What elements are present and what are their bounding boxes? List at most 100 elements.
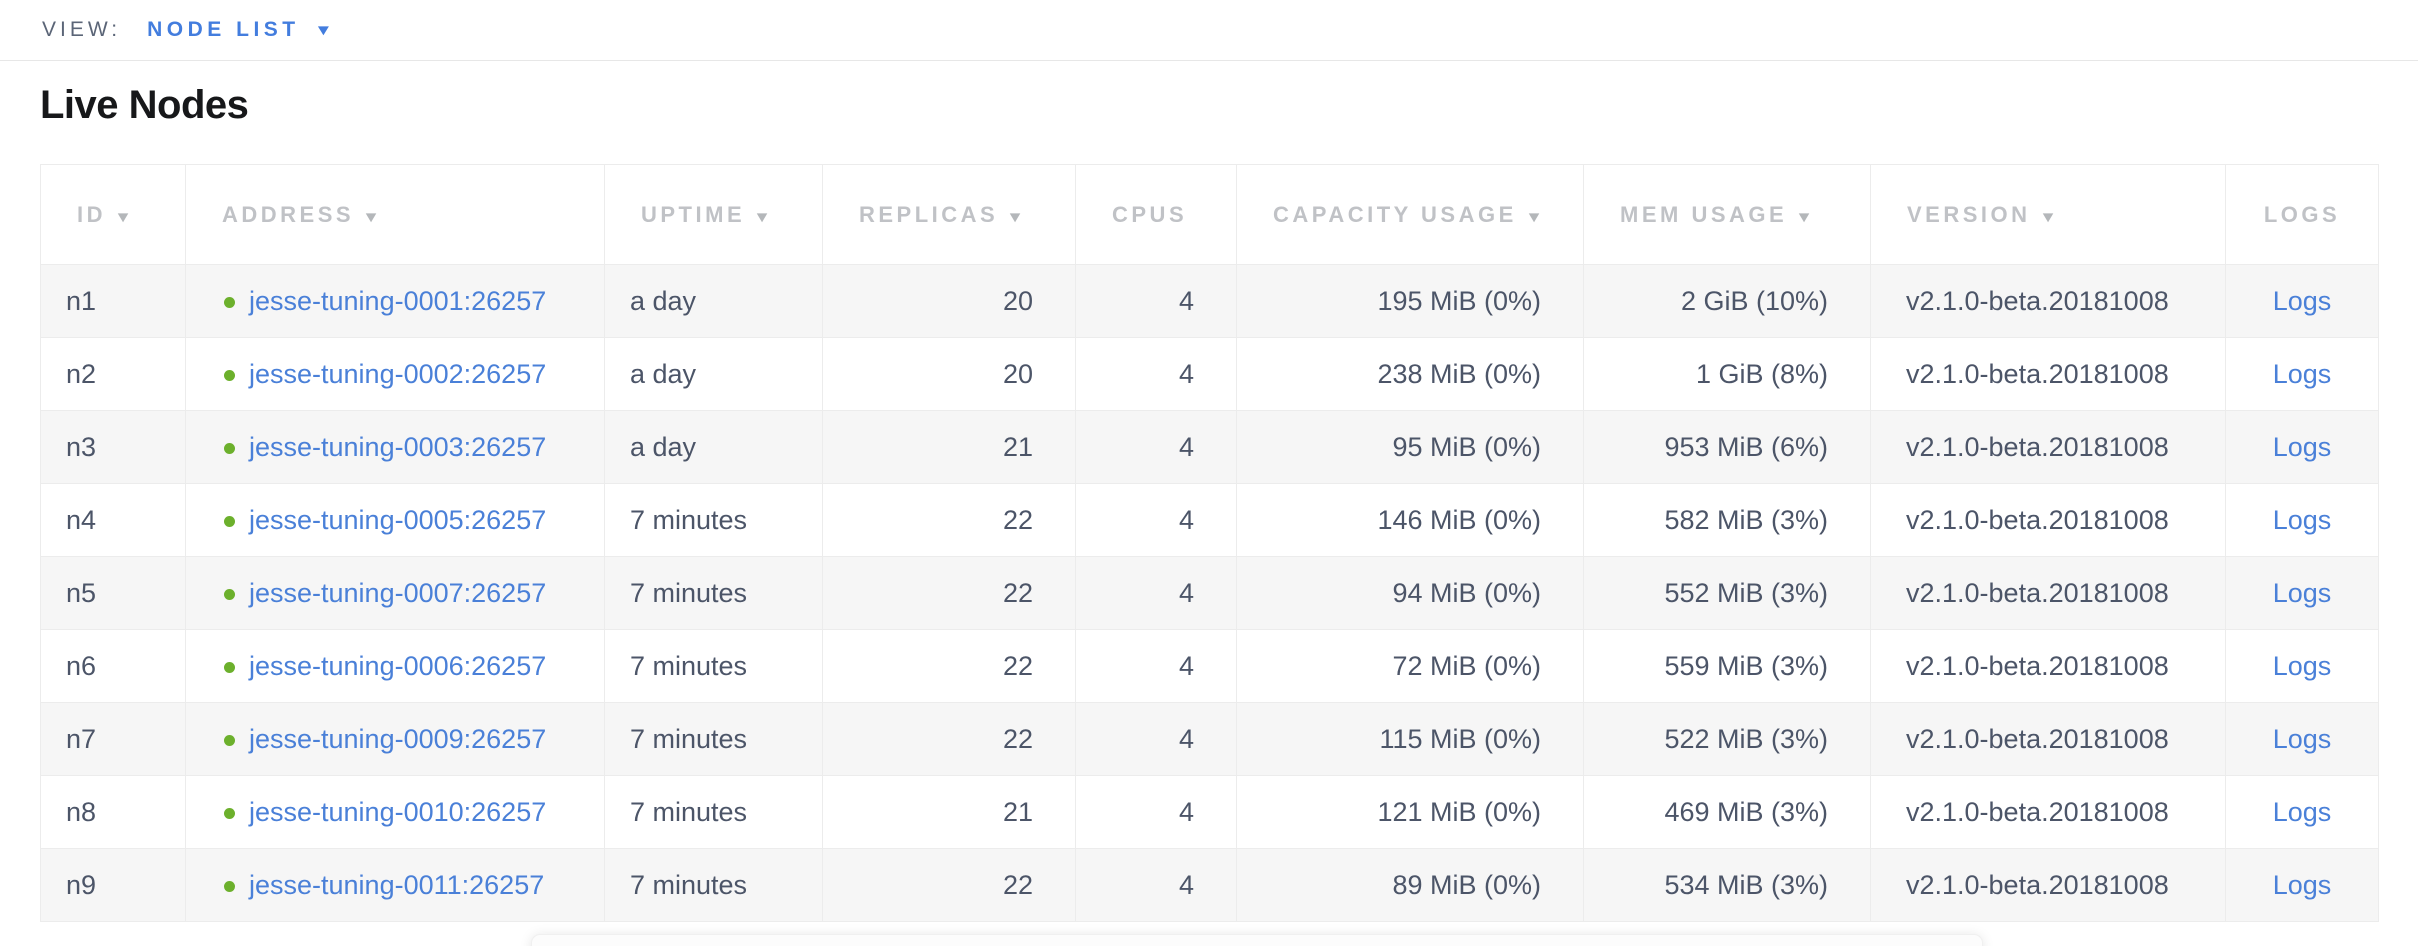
sort-caret-icon: ▼ [362, 208, 385, 226]
node-address-link[interactable]: jesse-tuning-0007:26257 [249, 577, 547, 608]
node-uptime-cell: 7 minutes [604, 775, 823, 849]
node-logs-cell: Logs [2225, 337, 2379, 411]
node-mem-cell: 469 MiB (3%) [1583, 775, 1871, 849]
sort-caret-icon: ▼ [1795, 208, 1818, 226]
table-row: n7 jesse-tuning-0009:26257 7 minutes 22 … [40, 702, 2379, 776]
node-replicas-cell: 22 [822, 702, 1076, 776]
logs-link[interactable]: Logs [2272, 723, 2332, 754]
node-live-status-icon [224, 734, 235, 746]
node-capacity-cell: 195 MiB (0%) [1236, 264, 1584, 338]
node-capacity-cell: 115 MiB (0%) [1236, 702, 1584, 776]
node-uptime-cell: 7 minutes [604, 483, 823, 557]
node-capacity-cell: 72 MiB (0%) [1236, 629, 1584, 703]
node-id-cell: n3 [40, 410, 186, 484]
column-header-label: MEM USAGE [1620, 201, 1788, 227]
node-replicas-cell: 20 [822, 337, 1076, 411]
node-live-status-icon [224, 661, 235, 673]
node-logs-cell: Logs [2225, 629, 2379, 703]
table-row: n1 jesse-tuning-0001:26257 a day 20 4 19… [40, 264, 2379, 338]
node-replicas-cell: 22 [822, 629, 1076, 703]
node-address-link[interactable]: jesse-tuning-0003:26257 [249, 431, 547, 462]
column-header-label: ID [77, 201, 106, 227]
table-row: n9 jesse-tuning-0011:26257 7 minutes 22 … [40, 848, 2379, 922]
node-replicas-cell: 22 [822, 483, 1076, 557]
node-capacity-cell: 121 MiB (0%) [1236, 775, 1584, 849]
node-uptime-cell: a day [604, 410, 823, 484]
column-header-uptime[interactable]: UPTIME ▼ [604, 164, 823, 265]
column-header-id[interactable]: ID ▼ [40, 164, 186, 265]
node-version-cell: v2.1.0-beta.20181008 [1870, 483, 2226, 557]
node-capacity-cell: 94 MiB (0%) [1236, 556, 1584, 630]
node-address-link[interactable]: jesse-tuning-0006:26257 [249, 650, 547, 681]
logs-link[interactable]: Logs [2272, 285, 2332, 316]
node-mem-cell: 953 MiB (6%) [1583, 410, 1871, 484]
node-id-cell: n4 [40, 483, 186, 557]
view-selector-dropdown[interactable]: NODE LIST ▼ [147, 18, 333, 42]
sort-caret-icon: ▼ [2038, 208, 2061, 226]
column-header-mem-usage[interactable]: MEM USAGE ▼ [1583, 164, 1871, 265]
node-capacity-cell: 95 MiB (0%) [1236, 410, 1584, 484]
node-version-cell: v2.1.0-beta.20181008 [1870, 775, 2226, 849]
live-nodes-table: ID ▼ ADDRESS ▼ UPTIME ▼ REPLICAS ▼ CPUS CAPA… [40, 164, 2379, 922]
logs-link[interactable]: Logs [2272, 431, 2332, 462]
sort-caret-icon: ▼ [1524, 208, 1547, 226]
column-header-replicas[interactable]: REPLICAS ▼ [822, 164, 1076, 265]
column-header-address[interactable]: ADDRESS ▼ [185, 164, 605, 265]
node-replicas-cell: 22 [822, 556, 1076, 630]
node-mem-cell: 2 GiB (10%) [1583, 264, 1871, 338]
node-uptime-cell: a day [604, 264, 823, 338]
column-header-label: ADDRESS [222, 201, 355, 227]
node-address-cell: jesse-tuning-0001:26257 [185, 264, 605, 338]
logs-link[interactable]: Logs [2272, 577, 2332, 608]
node-live-status-icon [224, 369, 235, 381]
node-address-link[interactable]: jesse-tuning-0002:26257 [249, 358, 547, 389]
node-mem-cell: 582 MiB (3%) [1583, 483, 1871, 557]
node-capacity-cell: 146 MiB (0%) [1236, 483, 1584, 557]
column-header-logs: LOGS [2225, 164, 2379, 265]
column-header-label: REPLICAS [859, 201, 999, 227]
node-version-cell: v2.1.0-beta.20181008 [1870, 337, 2226, 411]
table-row: n5 jesse-tuning-0007:26257 7 minutes 22 … [40, 556, 2379, 630]
node-address-cell: jesse-tuning-0003:26257 [185, 410, 605, 484]
column-header-version[interactable]: VERSION ▼ [1870, 164, 2226, 265]
column-header-label: CAPACITY USAGE [1273, 201, 1517, 227]
header-row: ID ▼ ADDRESS ▼ UPTIME ▼ REPLICAS ▼ CPUS CAPA… [40, 164, 2379, 265]
node-live-status-icon [224, 807, 235, 819]
view-label: VIEW: [42, 18, 122, 41]
node-mem-cell: 522 MiB (3%) [1583, 702, 1871, 776]
node-uptime-cell: 7 minutes [604, 556, 823, 630]
chevron-down-icon: ▼ [313, 21, 333, 39]
logs-link[interactable]: Logs [2272, 796, 2332, 827]
node-replicas-cell: 22 [822, 848, 1076, 922]
node-logs-cell: Logs [2225, 702, 2379, 776]
logs-link[interactable]: Logs [2272, 504, 2332, 535]
table-row: n2 jesse-tuning-0002:26257 a day 20 4 23… [40, 337, 2379, 411]
node-address-cell: jesse-tuning-0006:26257 [185, 629, 605, 703]
view-selector-bar: VIEW: NODE LIST ▼ [0, 0, 2418, 61]
logs-link[interactable]: Logs [2272, 869, 2332, 900]
node-id-cell: n1 [40, 264, 186, 338]
node-address-link[interactable]: jesse-tuning-0010:26257 [249, 796, 547, 827]
node-address-cell: jesse-tuning-0002:26257 [185, 337, 605, 411]
node-id-cell: n9 [40, 848, 186, 922]
node-version-cell: v2.1.0-beta.20181008 [1870, 848, 2226, 922]
node-logs-cell: Logs [2225, 556, 2379, 630]
logs-link[interactable]: Logs [2272, 358, 2332, 389]
node-live-status-icon [224, 880, 235, 892]
sort-caret-icon: ▼ [114, 208, 137, 226]
node-version-cell: v2.1.0-beta.20181008 [1870, 556, 2226, 630]
node-address-cell: jesse-tuning-0010:26257 [185, 775, 605, 849]
logs-link[interactable]: Logs [2272, 650, 2332, 681]
node-address-link[interactable]: jesse-tuning-0005:26257 [249, 504, 547, 535]
node-address-link[interactable]: jesse-tuning-0009:26257 [249, 723, 547, 754]
column-header-capacity-usage[interactable]: CAPACITY USAGE ▼ [1236, 164, 1584, 265]
node-cpus-cell: 4 [1075, 264, 1237, 338]
node-uptime-cell: 7 minutes [604, 629, 823, 703]
node-id-cell: n2 [40, 337, 186, 411]
node-address-link[interactable]: jesse-tuning-0011:26257 [249, 869, 545, 900]
table-row: n4 jesse-tuning-0005:26257 7 minutes 22 … [40, 483, 2379, 557]
node-mem-cell: 534 MiB (3%) [1583, 848, 1871, 922]
node-mem-cell: 559 MiB (3%) [1583, 629, 1871, 703]
node-address-link[interactable]: jesse-tuning-0001:26257 [249, 285, 547, 316]
